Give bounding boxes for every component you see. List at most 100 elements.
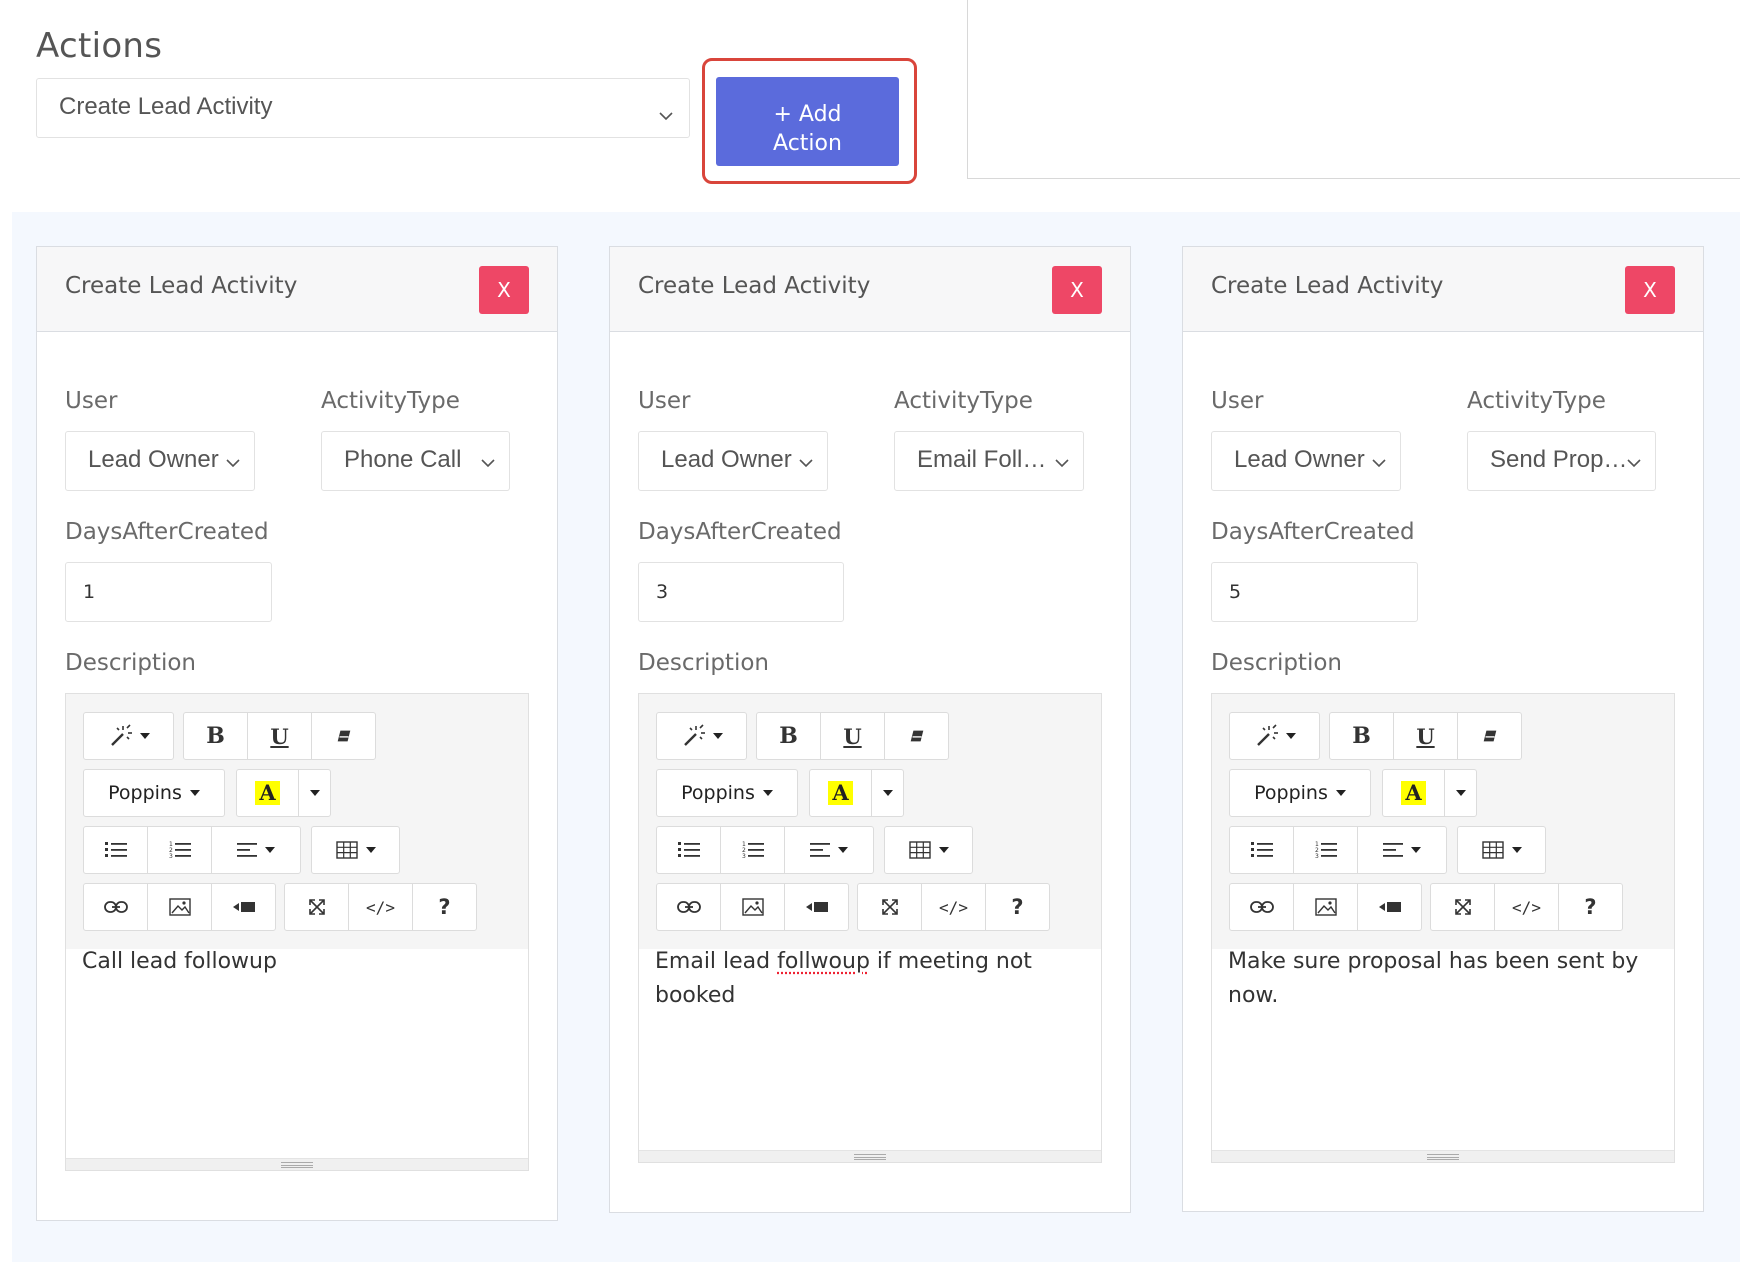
action-card-1: Create Lead Activity X User ActivityType… [36,246,558,1221]
color-dropdown-button[interactable] [1444,769,1477,817]
underline-button[interactable]: U [247,712,312,760]
font-family-button[interactable]: Poppins [83,769,225,817]
svg-text:3: 3 [1315,853,1319,859]
insert-link-button[interactable] [1229,883,1294,931]
card-title: Create Lead Activity [638,273,871,299]
remove-card-button[interactable]: X [1625,266,1675,314]
card-header: Create Lead Activity X [37,247,557,332]
insert-image-button[interactable] [147,883,212,931]
user-select[interactable]: Lead Owner [1211,431,1401,491]
description-text: Email lead follwoup if meeting not booke… [655,945,1085,1013]
style-magic-button[interactable] [656,712,747,760]
code-view-button[interactable]: </> [921,883,986,931]
editor-resize-handle[interactable] [66,1158,528,1170]
bold-icon: B [779,723,798,749]
editor-resize-handle[interactable] [639,1150,1101,1162]
table-button[interactable] [311,826,400,874]
insert-video-button[interactable] [1357,883,1422,931]
table-button[interactable] [1457,826,1546,874]
user-select[interactable]: Lead Owner [65,431,255,491]
editor-toolbar: B U Poppins A [639,694,1101,949]
description-text-area[interactable]: Call lead followup [66,949,528,1158]
code-view-button[interactable]: </> [1494,883,1559,931]
editor-toolbar: B U Poppins A [66,694,528,949]
action-type-select[interactable]: Create Lead Activity [36,78,690,138]
misspelled-word: follwoup [777,949,870,974]
insert-video-button[interactable] [784,883,849,931]
chevron-down-icon [659,112,673,121]
bold-button[interactable]: B [183,712,248,760]
video-icon [1378,902,1401,912]
font-family-button[interactable]: Poppins [1229,769,1371,817]
font-family-button[interactable]: Poppins [656,769,798,817]
table-button[interactable] [884,826,973,874]
remove-card-button[interactable]: X [1052,266,1102,314]
svg-text:1: 1 [1315,841,1319,848]
code-icon: </> [1512,897,1541,917]
underline-button[interactable]: U [820,712,885,760]
style-magic-button[interactable] [83,712,174,760]
magic-wand-icon [683,724,705,746]
bold-button[interactable]: B [756,712,821,760]
add-action-button[interactable]: + Add Action [716,77,899,166]
bullet-list-button[interactable] [1229,826,1294,874]
code-view-button[interactable]: </> [348,883,413,931]
paragraph-align-button[interactable] [1357,826,1447,874]
insert-video-button[interactable] [211,883,276,931]
link-icon [1249,901,1274,913]
top-right-panel [967,0,1740,179]
bold-icon: B [1352,723,1371,749]
editor-resize-handle[interactable] [1212,1150,1674,1162]
activity-type-select[interactable]: Send Prop… [1467,431,1656,491]
clear-format-button[interactable] [884,712,949,760]
highlight-color-button[interactable]: A [809,769,872,817]
paragraph-align-button[interactable] [784,826,874,874]
insert-link-button[interactable] [83,883,148,931]
help-icon: ? [1584,895,1597,919]
bullet-list-button[interactable] [83,826,148,874]
activity-type-select[interactable]: Phone Call [321,431,510,491]
days-after-created-input[interactable] [1211,562,1418,622]
description-text-area[interactable]: Email lead follwoup if meeting not booke… [639,949,1101,1150]
help-button[interactable]: ? [1558,883,1623,931]
days-after-created-input[interactable] [638,562,844,622]
help-button[interactable]: ? [985,883,1050,931]
insert-image-button[interactable] [1293,883,1358,931]
activity-type-select[interactable]: Email Foll… [894,431,1084,491]
remove-card-button[interactable]: X [479,266,529,314]
clear-format-button[interactable] [1457,712,1522,760]
description-text-part: if meeting not booked [655,949,1032,1008]
bold-button[interactable]: B [1329,712,1394,760]
fullscreen-button[interactable] [1430,883,1495,931]
paragraph-align-button[interactable] [211,826,301,874]
insert-image-button[interactable] [720,883,785,931]
fullscreen-button[interactable] [284,883,349,931]
table-icon [908,841,931,859]
font-family-value: Poppins [1254,782,1328,804]
highlight-color-button[interactable]: A [236,769,299,817]
help-button[interactable]: ? [412,883,477,931]
insert-link-button[interactable] [656,883,721,931]
style-magic-button[interactable] [1229,712,1320,760]
user-select[interactable]: Lead Owner [638,431,828,491]
bold-icon: B [206,723,225,749]
user-label: User [638,388,691,414]
activity-type-select-value: Email Foll… [917,446,1047,473]
days-after-created-input[interactable] [65,562,272,622]
color-dropdown-button[interactable] [871,769,904,817]
clear-format-button[interactable] [311,712,376,760]
bullet-list-button[interactable] [656,826,721,874]
ordered-list-icon: 123 [169,841,191,859]
highlight-color-button[interactable]: A [1382,769,1445,817]
description-text: Make sure proposal has been sent by now. [1228,949,1639,1008]
user-select-value: Lead Owner [1234,446,1365,473]
fullscreen-button[interactable] [857,883,922,931]
card-title: Create Lead Activity [1211,273,1444,299]
description-text-area[interactable]: Make sure proposal has been sent by now. [1212,949,1674,1150]
align-left-icon [237,843,257,857]
underline-button[interactable]: U [1393,712,1458,760]
color-dropdown-button[interactable] [298,769,331,817]
